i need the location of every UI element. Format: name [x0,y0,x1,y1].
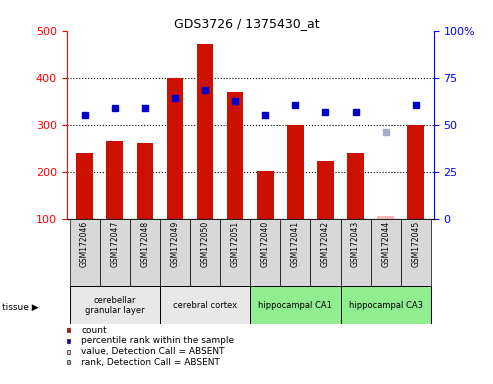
Text: GDS3726 / 1375430_at: GDS3726 / 1375430_at [174,17,319,30]
Bar [70,219,100,286]
Bar [378,215,394,219]
Bar [311,219,341,286]
Bar [401,219,431,286]
Bar [227,92,244,219]
Bar [190,219,220,286]
Text: GSM172046: GSM172046 [80,221,89,267]
Bar [341,219,371,286]
Bar [160,286,250,324]
Text: cerebral cortex: cerebral cortex [173,301,237,310]
Text: GSM172041: GSM172041 [291,221,300,267]
Bar [408,125,424,219]
Text: rank, Detection Call = ABSENT: rank, Detection Call = ABSENT [81,358,220,367]
Text: hippocampal CA1: hippocampal CA1 [258,301,332,310]
Bar [287,125,304,219]
Bar [160,219,190,286]
Text: GSM172045: GSM172045 [411,221,420,267]
Bar [347,153,364,219]
Text: value, Detection Call = ABSENT: value, Detection Call = ABSENT [81,347,225,356]
Bar [371,219,401,286]
Text: GSM172048: GSM172048 [141,221,149,267]
Bar [257,171,274,219]
Bar [106,141,123,219]
Bar [341,286,431,324]
Text: GSM172049: GSM172049 [171,221,179,267]
Text: percentile rank within the sample: percentile rank within the sample [81,336,235,345]
Text: hippocampal CA3: hippocampal CA3 [349,301,423,310]
Bar [167,78,183,219]
Text: GSM172043: GSM172043 [351,221,360,267]
Text: GSM172047: GSM172047 [110,221,119,267]
Bar [100,219,130,286]
Text: cerebellar
granular layer: cerebellar granular layer [85,296,144,315]
Bar [137,143,153,219]
Bar [130,219,160,286]
Text: GSM172050: GSM172050 [201,221,210,267]
Text: tissue ▶: tissue ▶ [2,303,39,312]
Bar [250,286,341,324]
Bar [197,44,213,219]
Text: GSM172042: GSM172042 [321,221,330,267]
Text: count: count [81,326,107,334]
Text: GSM172051: GSM172051 [231,221,240,267]
Bar [281,219,311,286]
Bar [76,153,93,219]
Text: GSM172044: GSM172044 [381,221,390,267]
Bar [250,219,281,286]
Bar [70,286,160,324]
Text: GSM172040: GSM172040 [261,221,270,267]
Bar [220,219,250,286]
Bar [317,162,334,219]
